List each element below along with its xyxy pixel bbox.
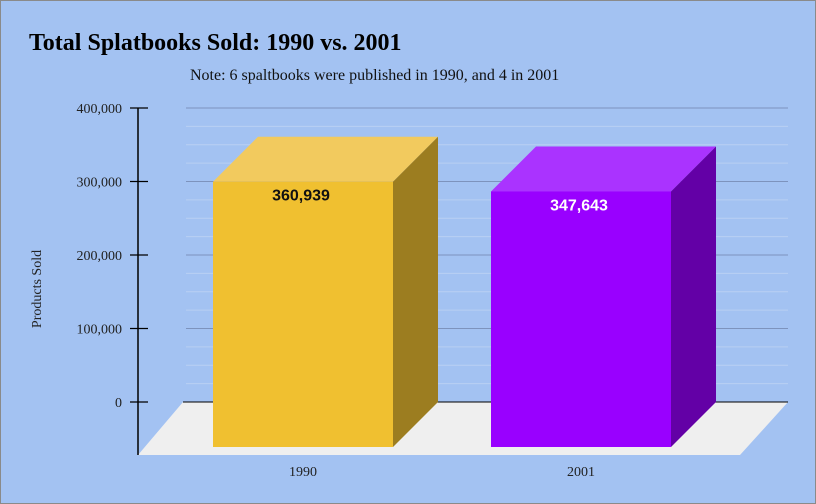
y-tick-label: 200,000 — [77, 249, 123, 264]
bar-front-face — [213, 181, 393, 447]
bars — [213, 136, 716, 447]
bar-top-face — [491, 146, 716, 192]
x-tick-label: 1990 — [289, 465, 317, 480]
y-tick-label: 100,000 — [77, 323, 123, 338]
bar-1990 — [213, 136, 438, 447]
chart-title: Total Splatbooks Sold: 1990 vs. 2001 — [29, 30, 402, 56]
y-tick-label: 0 — [115, 396, 122, 411]
axes: 0 100,000 200,000 300,000 400,000 — [77, 102, 788, 455]
data-label: 347,643 — [550, 197, 608, 214]
data-label: 360,939 — [272, 188, 330, 205]
bar-side-face — [671, 146, 716, 447]
chart-subtitle: Note: 6 spaltbooks were published in 199… — [190, 67, 559, 84]
bar-side-face — [393, 136, 438, 447]
y-axis-label: Products Sold — [30, 250, 45, 328]
x-tick-label: 2001 — [567, 465, 595, 480]
bar-front-face — [491, 191, 671, 447]
bar-2001 — [491, 146, 716, 447]
y-tick-label: 300,000 — [77, 176, 123, 191]
y-tick-label: 400,000 — [77, 102, 123, 117]
bar-top-face — [213, 136, 438, 182]
labels: 360,939 1990 347,643 2001 — [272, 188, 608, 480]
